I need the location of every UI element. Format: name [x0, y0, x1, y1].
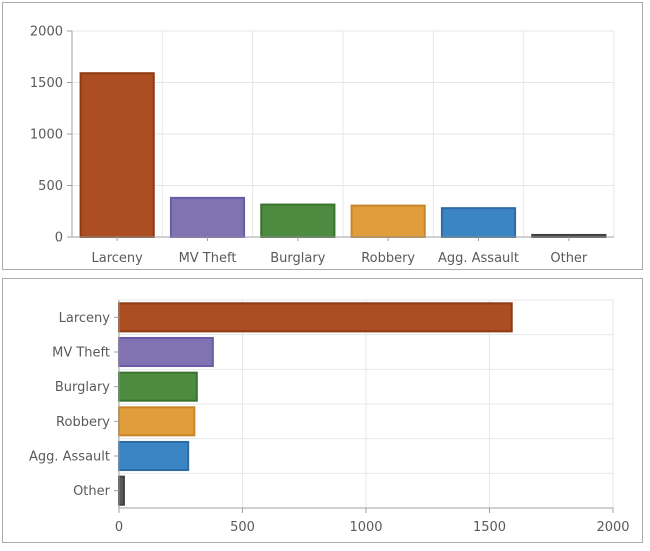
category-label: Larceny — [91, 251, 143, 266]
category-label: Agg. Assault — [438, 251, 519, 266]
x-tick-label: 2000 — [596, 520, 629, 535]
bar-larceny[interactable] — [118, 302, 513, 333]
category-label: Robbery — [56, 415, 110, 430]
x-tick-label: 500 — [230, 520, 255, 535]
category-label: Other — [550, 251, 588, 266]
y-tick-label: 2000 — [30, 25, 63, 40]
bar-burglary[interactable] — [118, 371, 198, 402]
vertical-bar-chart: 0 500 1000 1500 2000 Larceny MV Theft Burglary R… — [30, 25, 615, 266]
y-tick-label: 1000 — [30, 128, 63, 143]
bottom-chart-panel: 0 500 1000 1500 2000 Larceny MV Theft Burglary R… — [2, 278, 643, 543]
bar-mv-theft[interactable] — [169, 196, 246, 238]
category-label: Robbery — [361, 251, 415, 266]
category-label: MV Theft — [52, 346, 110, 361]
y-tick-label: 1500 — [30, 76, 63, 91]
category-label: Agg. Assault — [29, 450, 110, 465]
bar-robbery[interactable] — [350, 204, 426, 239]
y-tick-label: 0 — [55, 231, 63, 246]
category-label: MV Theft — [179, 251, 237, 266]
category-label: Burglary — [270, 251, 325, 266]
bar-agg-assault[interactable] — [440, 207, 517, 239]
bar-larceny[interactable] — [79, 72, 155, 239]
bar-burglary[interactable] — [260, 203, 336, 238]
bar-mv-theft[interactable] — [118, 336, 214, 368]
y-tick-label: 500 — [38, 179, 63, 194]
category-label: Larceny — [59, 311, 111, 326]
category-label: Burglary — [55, 380, 110, 395]
category-label: Other — [73, 484, 111, 499]
top-chart-panel: 0 500 1000 1500 2000 Larceny MV Theft Burglary R… — [2, 2, 643, 270]
x-tick-label: 1500 — [473, 520, 506, 535]
bar-agg-assault[interactable] — [118, 440, 190, 472]
x-tick-label: 1000 — [349, 520, 382, 535]
horizontal-bar-chart: 0 500 1000 1500 2000 Larceny MV Theft Burglary R… — [29, 299, 630, 535]
bar-robbery[interactable] — [118, 406, 196, 437]
bar-other[interactable] — [118, 475, 125, 506]
x-tick-label: 0 — [115, 520, 123, 535]
